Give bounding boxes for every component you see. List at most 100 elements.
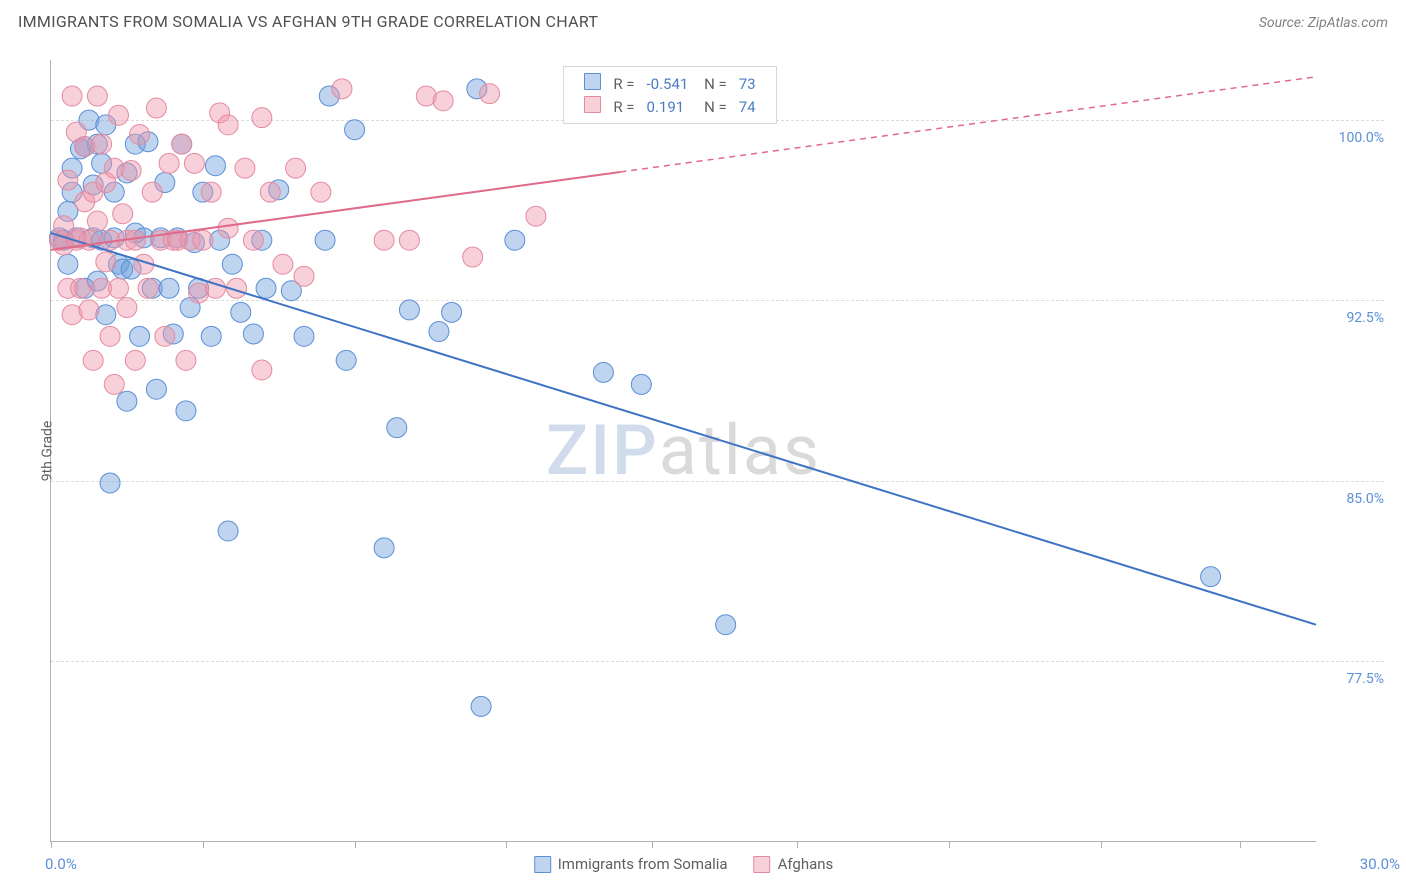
- x-tick: [51, 841, 52, 848]
- legend-swatch: [754, 856, 771, 873]
- scatter-point-somalia: [256, 278, 276, 298]
- legend-item: Immigrants from Somalia: [534, 855, 728, 873]
- scatter-point-afghans: [433, 91, 453, 111]
- x-tick: [1101, 841, 1102, 848]
- scatter-point-afghans: [172, 134, 192, 154]
- stat-n-label: N =: [694, 95, 732, 118]
- scatter-point-afghans: [201, 182, 221, 202]
- scatter-point-afghans: [146, 98, 166, 118]
- y-tick-label: 77.5%: [1322, 671, 1384, 687]
- scatter-point-afghans: [155, 326, 175, 346]
- legend-label: Afghans: [778, 855, 834, 873]
- scatter-point-afghans: [332, 79, 352, 99]
- scatter-point-somalia: [399, 300, 419, 320]
- scatter-point-afghans: [463, 247, 483, 267]
- legend-item: Afghans: [754, 855, 834, 873]
- scatter-point-afghans: [374, 230, 394, 250]
- chart-plot-area: 9th Grade 100.0%92.5%85.0%77.5% ZIPatlas…: [50, 60, 1316, 842]
- scatter-point-somalia: [146, 379, 166, 399]
- scatter-point-afghans: [58, 170, 78, 190]
- stat-r-somalia: -0.541: [641, 72, 695, 95]
- scatter-point-afghans: [218, 115, 238, 135]
- scatter-point-somalia: [117, 391, 137, 411]
- scatter-point-afghans: [79, 300, 99, 320]
- source-attribution: Source: ZipAtlas.com: [1259, 15, 1388, 31]
- source-name: ZipAtlas.com: [1308, 15, 1388, 31]
- scatter-point-afghans: [311, 182, 331, 202]
- scatter-point-afghans: [526, 206, 546, 226]
- y-tick-label: 100.0%: [1322, 130, 1384, 146]
- scatter-point-afghans: [273, 254, 293, 274]
- scatter-point-somalia: [345, 120, 365, 140]
- x-tick: [203, 841, 204, 848]
- scatter-point-somalia: [294, 326, 314, 346]
- scatter-point-afghans: [125, 350, 145, 370]
- y-tick-label: 85.0%: [1322, 491, 1384, 507]
- legend-bottom: Immigrants from Somalia Afghans: [534, 855, 834, 873]
- scatter-point-afghans: [113, 204, 133, 224]
- stat-n-label: N =: [694, 72, 732, 95]
- scatter-point-somalia: [201, 326, 221, 346]
- y-tick-label: 92.5%: [1322, 310, 1384, 326]
- scatter-point-afghans: [96, 252, 116, 272]
- scatter-point-afghans: [87, 86, 107, 106]
- legend-label: Immigrants from Somalia: [558, 855, 728, 873]
- scatter-point-afghans: [87, 211, 107, 231]
- scatter-point-somalia: [442, 302, 462, 322]
- swatch-somalia: [584, 73, 601, 90]
- scatter-point-somalia: [218, 521, 238, 541]
- scatter-point-somalia: [336, 350, 356, 370]
- scatter-point-afghans: [480, 84, 500, 104]
- x-tick: [1240, 841, 1241, 848]
- scatter-point-somalia: [222, 254, 242, 274]
- scatter-point-afghans: [138, 278, 158, 298]
- scatter-point-afghans: [83, 350, 103, 370]
- x-tick: [506, 841, 507, 848]
- scatter-point-somalia: [387, 418, 407, 438]
- stat-r-afghans: 0.191: [641, 95, 695, 118]
- scatter-point-somalia: [243, 324, 263, 344]
- x-tick: [797, 841, 798, 848]
- scatter-point-afghans: [218, 218, 238, 238]
- scatter-point-afghans: [159, 153, 179, 173]
- scatter-point-afghans: [62, 86, 82, 106]
- stat-r-label: R =: [607, 72, 640, 95]
- scatter-point-somalia: [593, 362, 613, 382]
- scatter-point-afghans: [71, 278, 91, 298]
- scatter-point-somalia: [205, 156, 225, 176]
- scatter-point-somalia: [1201, 567, 1221, 587]
- scatter-point-afghans: [100, 326, 120, 346]
- scatter-point-somalia: [374, 538, 394, 558]
- scatter-point-somalia: [100, 473, 120, 493]
- scatter-point-somalia: [58, 254, 78, 274]
- stats-row-somalia: R = -0.541 N = 73: [578, 72, 761, 95]
- scatter-point-afghans: [142, 182, 162, 202]
- scatter-point-afghans: [130, 124, 150, 144]
- scatter-point-afghans: [235, 158, 255, 178]
- scatter-point-somalia: [231, 302, 251, 322]
- scatter-point-somalia: [176, 401, 196, 421]
- stat-n-somalia: 73: [733, 72, 762, 95]
- source-prefix: Source:: [1259, 15, 1304, 31]
- scatter-point-afghans: [121, 161, 141, 181]
- stat-r-label: R =: [607, 95, 640, 118]
- scatter-point-somalia: [429, 322, 449, 342]
- chart-title: IMMIGRANTS FROM SOMALIA VS AFGHAN 9TH GR…: [18, 12, 598, 31]
- scatter-point-afghans: [176, 350, 196, 370]
- scatter-point-afghans: [193, 230, 213, 250]
- x-tick: [949, 841, 950, 848]
- scatter-point-afghans: [399, 230, 419, 250]
- scatter-point-somalia: [471, 696, 491, 716]
- scatter-point-afghans: [243, 230, 263, 250]
- stat-n-afghans: 74: [733, 95, 762, 118]
- legend-swatch: [534, 856, 551, 873]
- scatter-point-afghans: [117, 298, 137, 318]
- scatter-point-somalia: [716, 615, 736, 635]
- scatter-point-afghans: [104, 374, 124, 394]
- stats-row-afghans: R = 0.191 N = 74: [578, 95, 761, 118]
- scatter-point-afghans: [108, 278, 128, 298]
- x-axis-min-label: 0.0%: [45, 855, 77, 873]
- scatter-point-afghans: [260, 182, 280, 202]
- scatter-point-afghans: [92, 134, 112, 154]
- scatter-point-somalia: [130, 326, 150, 346]
